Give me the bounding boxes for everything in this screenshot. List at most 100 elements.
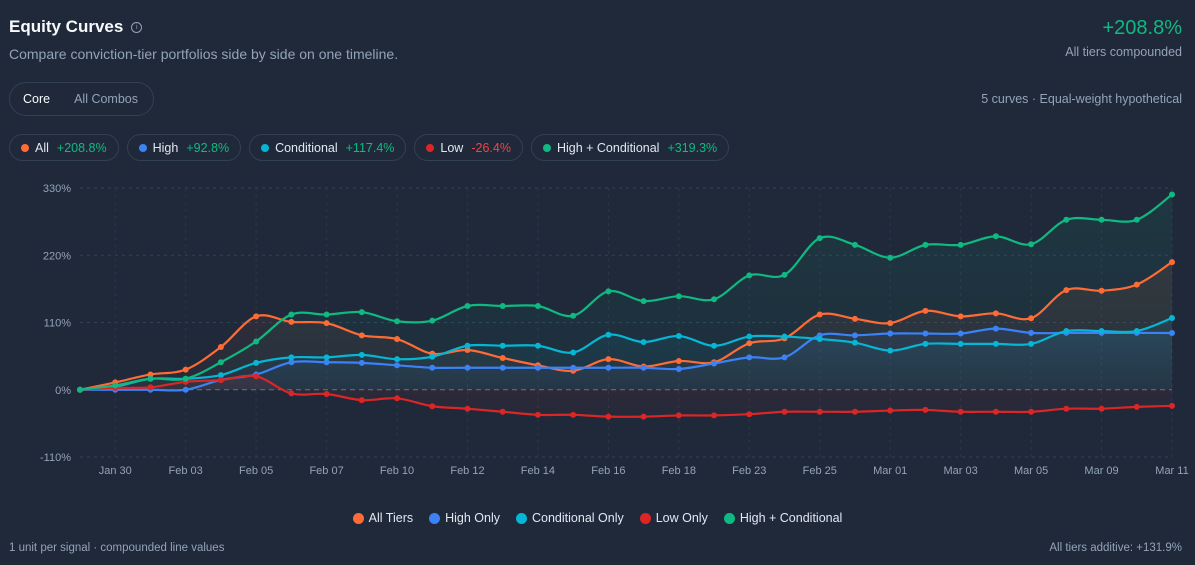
- chip-value: +208.8%: [56, 140, 107, 155]
- data-point: [675, 293, 682, 300]
- data-point: [499, 354, 506, 361]
- data-point: [77, 386, 83, 393]
- x-tick-label: Feb 18: [662, 465, 696, 477]
- legend-dot-icon: [429, 512, 441, 524]
- data-point: [394, 395, 401, 402]
- subtitle: Compare conviction-tier portfolios side …: [9, 46, 399, 62]
- data-point: [288, 359, 295, 366]
- data-point: [253, 338, 260, 345]
- data-point: [464, 364, 471, 371]
- chip-value: -26.4%: [471, 140, 511, 155]
- legend-item[interactable]: Conditional Only: [516, 511, 624, 525]
- data-point: [217, 372, 224, 379]
- data-point: [816, 336, 823, 343]
- data-point: [394, 318, 401, 325]
- data-point: [922, 241, 929, 248]
- data-point: [605, 288, 612, 295]
- chip-low[interactable]: Low -26.4%: [414, 134, 523, 161]
- data-point: [992, 408, 999, 415]
- series-area: [80, 194, 1172, 390]
- data-point: [992, 310, 999, 317]
- data-point: [499, 302, 506, 309]
- data-point: [182, 375, 189, 382]
- chip-high[interactable]: High +92.8%: [126, 134, 242, 161]
- data-point: [1133, 216, 1140, 223]
- data-point: [957, 340, 964, 347]
- x-tick-label: Jan 30: [99, 465, 132, 477]
- chip-value: +92.8%: [186, 140, 230, 155]
- data-point: [922, 307, 929, 314]
- footer-additive: All tiers additive: +131.9%: [1049, 542, 1182, 554]
- data-point: [147, 384, 154, 391]
- data-point: [711, 412, 718, 419]
- data-point: [429, 317, 436, 324]
- data-point: [499, 408, 506, 415]
- data-point: [816, 311, 823, 318]
- data-point: [358, 359, 365, 366]
- headline-label: All tiers compounded: [1065, 45, 1182, 59]
- data-point: [358, 332, 365, 339]
- data-point: [1098, 328, 1105, 335]
- data-point: [570, 364, 577, 371]
- data-point: [851, 315, 858, 322]
- data-point: [288, 354, 295, 361]
- tab-all-combos[interactable]: All Combos: [74, 92, 139, 106]
- data-point: [570, 411, 577, 418]
- chip-conditional[interactable]: Conditional +117.4%: [249, 134, 407, 161]
- data-point: [1133, 281, 1140, 288]
- page-title: Equity Curves i: [9, 17, 143, 37]
- legend-item[interactable]: All Tiers: [352, 511, 413, 525]
- data-point: [675, 332, 682, 339]
- data-point: [922, 340, 929, 347]
- data-point: [323, 320, 330, 327]
- tab-core[interactable]: Core: [23, 92, 51, 106]
- legend-label: Low Only: [655, 511, 708, 525]
- data-point: [182, 366, 189, 373]
- x-tick-label: Feb 16: [591, 465, 625, 477]
- title-text: Equity Curves: [9, 17, 124, 36]
- y-tick-label: 110%: [44, 318, 72, 330]
- legend-label: High Only: [445, 511, 500, 525]
- chip-high-conditional[interactable]: High + Conditional +319.3%: [530, 134, 730, 161]
- chip-name: All: [35, 140, 49, 155]
- data-point: [605, 331, 612, 338]
- x-tick-label: Feb 07: [309, 465, 343, 477]
- data-point: [992, 325, 999, 332]
- data-point: [781, 271, 788, 278]
- chip-all[interactable]: All +208.8%: [9, 134, 119, 161]
- data-point: [288, 390, 295, 397]
- y-tick-label: -110%: [40, 452, 71, 464]
- legend-item[interactable]: High Only: [429, 511, 500, 525]
- data-point: [1133, 328, 1140, 335]
- data-point: [1098, 405, 1105, 412]
- data-point: [992, 233, 999, 240]
- series-dot-icon: [21, 143, 29, 152]
- footer-note: 1 unit per signal · compounded line valu…: [9, 542, 225, 554]
- data-point: [605, 413, 612, 420]
- headline-value: +208.8%: [1102, 17, 1182, 39]
- data-point: [605, 364, 612, 371]
- data-point: [887, 254, 894, 261]
- data-point: [851, 241, 858, 248]
- data-point: [323, 391, 330, 398]
- data-point: [429, 353, 436, 360]
- info-circle-icon[interactable]: i: [131, 21, 143, 33]
- chip-value: +319.3%: [667, 140, 718, 155]
- chip-name: High: [152, 140, 179, 155]
- data-point: [429, 403, 436, 410]
- data-point: [640, 413, 647, 420]
- data-point: [394, 362, 401, 369]
- data-point: [1133, 403, 1140, 410]
- x-tick-label: Feb 03: [169, 465, 203, 477]
- legend-item[interactable]: High + Conditional: [723, 511, 842, 525]
- x-tick-label: Mar 11: [1155, 465, 1188, 477]
- legend-item[interactable]: Low Only: [639, 511, 708, 525]
- data-point: [640, 364, 647, 371]
- data-point: [534, 411, 541, 418]
- data-point: [534, 302, 541, 309]
- data-point: [922, 406, 929, 413]
- data-point: [323, 359, 330, 366]
- data-point: [323, 311, 330, 318]
- data-point: [253, 373, 260, 380]
- data-point: [992, 340, 999, 347]
